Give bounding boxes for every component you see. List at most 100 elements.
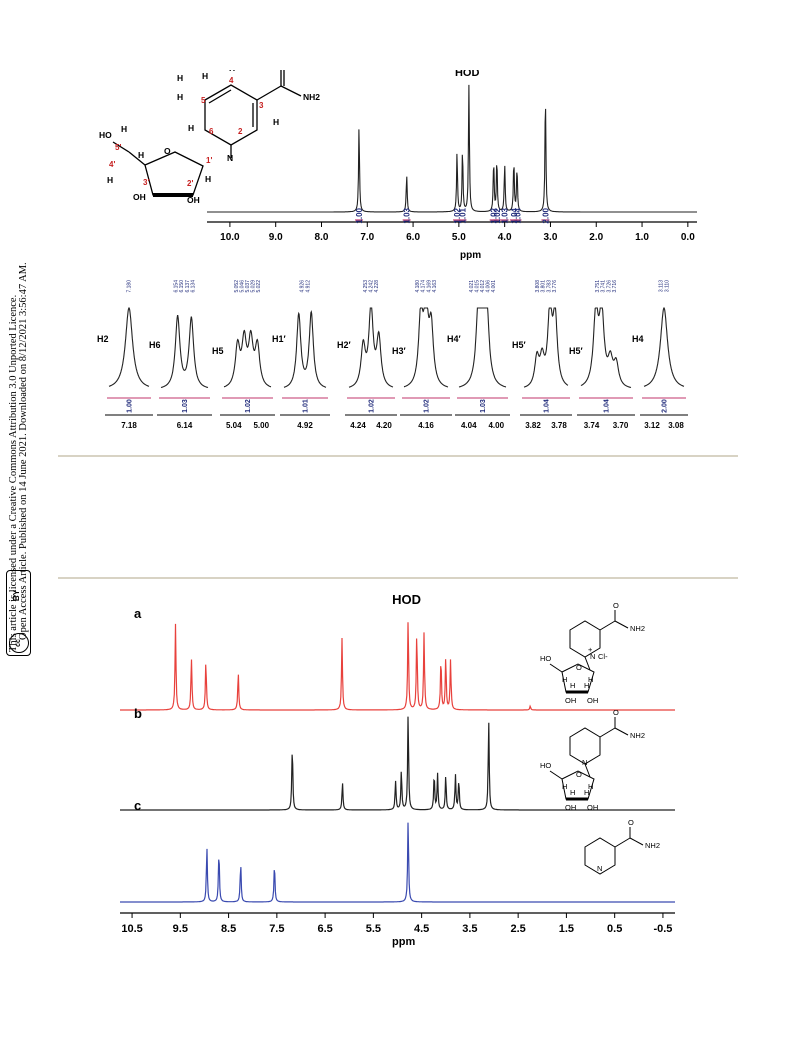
separator-top (58, 455, 738, 457)
x-axis: 10.0 9.0 8.0 7.0 6.0 5.0 4.0 3.0 2.0 1.0 0.0 (207, 221, 697, 243)
peak-label: 3.741 (601, 280, 607, 293)
article-sidebar: Open Access Article. Published on 14 Jun… (0, 0, 45, 1039)
atom-label: + (588, 645, 593, 654)
atom-label: 5 (201, 96, 206, 105)
atom-label: 3' (143, 178, 149, 187)
peak-label: 4.012 (480, 280, 486, 293)
atom-label: OH (133, 192, 146, 202)
multiplet-panel: H5′ 3.808 3.801 3.783 3.776 1.04 3.82 3.78 (512, 280, 572, 430)
x-tick-label: 5.00 (253, 421, 269, 430)
peak-label: 4.926 (300, 280, 306, 293)
spectrum-line (120, 716, 675, 811)
multiplet-panel: H6 6.154 6.150 6.137 6.134 1.03 6.14 (149, 280, 212, 430)
spectrum-c: c (120, 798, 675, 903)
peak-label: 3.783 (546, 280, 552, 293)
integral-label: 1.01 (459, 207, 468, 223)
x-tick-label: 9.0 (269, 232, 283, 243)
multiplet-trace (160, 314, 209, 389)
peak-label: 5.029 (251, 280, 257, 293)
peak-label: 4.912 (305, 280, 311, 293)
multiplet-panel: H4′ 4.021 4.015 4.012 4.006 4.001 1.03 4.04 4.00 (447, 280, 510, 430)
x-tick-label: 4.24 (350, 421, 366, 430)
atom-label: 4' (109, 160, 115, 169)
multiplet-trace (108, 306, 150, 387)
peak-label: 4.228 (374, 280, 380, 293)
integral-label: 1.00 (127, 399, 134, 413)
multiplet-panel: H5′ 3.751 3.741 3.726 3.716 1.04 3.74 3.70 (569, 280, 635, 430)
peak-label: 4.242 (369, 280, 375, 293)
x-tick-label: 8.0 (315, 232, 329, 243)
multiplet-panel: H3′ 4.180 4.174 4.169 4.163 1.02 4.16 (392, 280, 452, 430)
cc-icon: cc (9, 633, 29, 653)
integrals: 1.00 1.03 1.021.01 1.021.021.03 1.041.04 2.00 (355, 207, 550, 224)
integral-label: 1.04 (510, 207, 519, 223)
peak-label: 6.134 (190, 280, 196, 293)
multiplet-panel: H1′ 4.926 4.912 1.01 4.92 (272, 280, 330, 430)
atom-label: OH (187, 195, 200, 205)
proton-label: H1′ (272, 334, 286, 344)
atom-label: H (177, 73, 183, 83)
atom-label: H (138, 150, 144, 160)
multiplet-trace (523, 307, 569, 388)
multiplet-trace (223, 329, 272, 388)
x-tick-label: 6.14 (177, 421, 193, 430)
proton-label: H4 (632, 334, 644, 344)
peak-label: 5.037 (245, 280, 251, 293)
x-tick-label: 7.0 (360, 232, 374, 243)
x-tick-label: 3.0 (544, 232, 558, 243)
x-tick-label: 6.0 (406, 232, 420, 243)
spectrum-b: b (120, 706, 675, 811)
peak-label: 3.716 (612, 280, 618, 293)
atom-label: 6 (209, 127, 214, 136)
atom-label: 1' (206, 156, 212, 165)
atom-label: H (229, 70, 235, 73)
atom-label: 3 (259, 101, 264, 110)
multiplet-trace (348, 307, 394, 388)
creative-commons-badge[interactable]: cc BY (6, 570, 31, 656)
integral-label: 1.04 (604, 399, 611, 413)
atom-label: H (273, 117, 279, 127)
x-tick-label: 9.5 (173, 923, 188, 935)
x-tick-label: 1.5 (559, 923, 574, 935)
integral-label: 1.03 (501, 207, 510, 223)
peak-label: 6.154 (174, 280, 180, 293)
multiplet-trace (403, 307, 449, 388)
x-tick-label: 10.5 (121, 923, 142, 935)
separator-bottom (58, 577, 738, 579)
x-tick-label: 10.0 (220, 232, 240, 243)
proton-label: H6 (149, 340, 161, 350)
atom-label: OH (587, 696, 598, 705)
spectrum-line (120, 622, 675, 711)
atom-label: H (107, 175, 113, 185)
peak-label: 4.253 (363, 280, 369, 293)
x-tick-label: 4.5 (414, 923, 429, 935)
atom-label: OH (565, 696, 576, 705)
integral-label: 1.02 (424, 399, 431, 413)
integral-label: 1.00 (355, 207, 364, 223)
spectrum-trace (207, 84, 697, 213)
x-tick-label: 3.5 (462, 923, 477, 935)
peak-label: 7.180 (127, 280, 133, 293)
atom-label: H (584, 681, 589, 690)
x-axis-label: ppm (460, 250, 481, 260)
x-axis-label: ppm (392, 936, 415, 948)
multiplet-panel: H5 5.052 5.046 5.037 5.029 5.022 1.02 5.04 5.00 (212, 280, 275, 430)
peak-label: 5.052 (234, 280, 240, 293)
x-tick-label: 0.0 (681, 232, 695, 243)
multiplet-trace (283, 309, 327, 388)
series-label: c (134, 798, 141, 813)
atom-label: O (164, 146, 171, 156)
peak-label: 5.046 (239, 280, 245, 293)
atom-label: H (570, 681, 575, 690)
x-tick-label: 3.78 (551, 421, 567, 430)
x-tick-label: 5.0 (452, 232, 466, 243)
x-tick-label: 7.5 (269, 923, 284, 935)
atom-label: 5' (115, 143, 121, 152)
atom-label: N (597, 864, 602, 873)
integral-label: 1.04 (513, 207, 522, 223)
proton-label: H2′ (337, 340, 351, 350)
